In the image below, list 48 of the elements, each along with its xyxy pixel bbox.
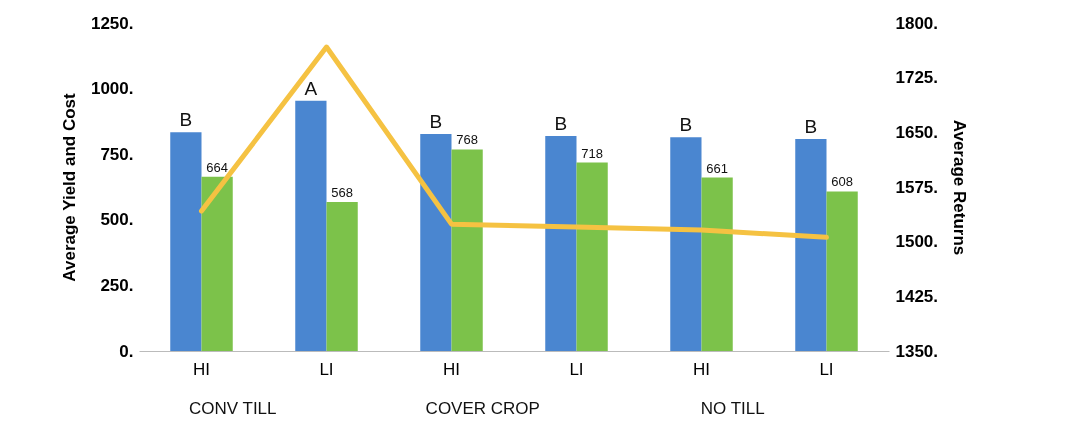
bar [451, 149, 483, 351]
y-tick-label: 250. [100, 275, 134, 295]
data-label: B [679, 114, 693, 136]
y2-tick-label: 1650. [895, 122, 939, 142]
bar [326, 201, 358, 351]
y2-tick-label: 1575. [895, 177, 939, 197]
y2-tick-label: 1725. [895, 68, 939, 88]
bar [420, 134, 452, 351]
y-axis-title: Average Yield and Cost [59, 93, 79, 282]
bar [170, 132, 202, 351]
x-tick-label: HI [693, 359, 710, 379]
bar [295, 100, 327, 351]
data-label: B [429, 111, 443, 132]
x-tick-label: HI [443, 359, 460, 379]
bar [795, 138, 827, 351]
data-label: B [554, 113, 568, 135]
text: CONV TILL [188, 399, 277, 418]
y2-tick-label: 1500. [895, 232, 939, 252]
bar [670, 137, 702, 351]
y2-tick-label: 1350. [895, 341, 939, 361]
y2-tick-label: 1425. [895, 286, 939, 306]
data-label: 718 [581, 145, 603, 161]
data-label: 661 [706, 160, 728, 176]
text: NO TILL [700, 399, 765, 418]
bar [576, 162, 608, 351]
y-tick-label: 1250. [90, 13, 134, 33]
x-tick-label: LI [319, 359, 334, 379]
y-tick-label: 500. [100, 210, 134, 230]
x-tick-label: LI [819, 359, 834, 379]
x-tick-label: HI [193, 359, 210, 379]
y-tick-label: 0. [119, 341, 134, 361]
bar [545, 136, 577, 351]
y-tick-label: 750. [100, 144, 134, 164]
y2-tick-label: 1800. [895, 13, 939, 33]
text: COVER CROP [425, 399, 540, 418]
bar [201, 176, 233, 351]
data-label: 568 [331, 184, 353, 200]
data-label: 608 [831, 174, 853, 190]
x-tick-label: LI [569, 359, 584, 379]
bar [826, 191, 858, 351]
y-tick-label: 1000. [90, 79, 134, 99]
data-label: 664 [206, 159, 228, 175]
data-label: 768 [456, 132, 478, 148]
y2-axis-title: Average Returns [950, 119, 970, 256]
bar [701, 177, 733, 351]
data-label: B [804, 115, 818, 137]
data-label: A [304, 77, 318, 99]
data-label: B [179, 109, 193, 131]
